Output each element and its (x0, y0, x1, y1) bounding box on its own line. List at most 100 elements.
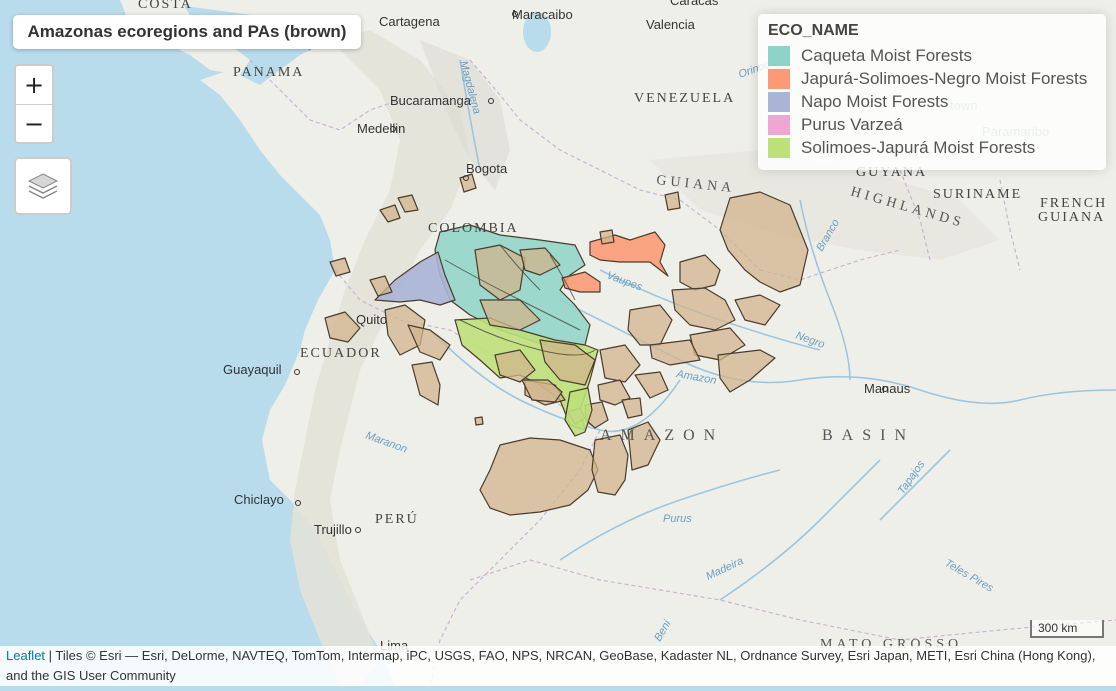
river-label-negro: Negro (794, 330, 826, 352)
legend-item: Solimoes-Japurá Moist Forests (768, 136, 1096, 159)
protected-area[interactable] (519, 247, 561, 276)
ecoregion-napo-moist-forests[interactable] (374, 251, 456, 306)
protected-area[interactable] (474, 416, 484, 426)
zoom-control: + − (14, 64, 54, 144)
river-label-maranon: Maranon (364, 430, 409, 456)
scale-bar: 300 km (1030, 620, 1104, 638)
river-label-teles-pires: Teles Pires (943, 557, 996, 595)
protected-area[interactable] (679, 254, 721, 291)
country-labels: COSTA RICA PANAMA COLOMBIA VENEZUELA ECU… (138, 0, 1107, 527)
country-label-venezuela: VENEZUELA (634, 91, 735, 106)
city-label-quito: Quito (356, 312, 387, 327)
legend-label: Solimoes-Japurá Moist Forests (801, 137, 1036, 157)
protected-area[interactable] (521, 379, 563, 403)
legend-swatch (768, 91, 790, 112)
river-label-vaupes: Vaupes (605, 270, 644, 294)
ecoregion-japura-solimoes-negro-2[interactable] (561, 271, 601, 293)
country-label-colombia: COLOMBIA (428, 221, 519, 236)
city-label-cartagena: Cartagena (379, 14, 440, 29)
city-label-chiclayo: Chiclayo (234, 492, 284, 507)
protected-area[interactable] (479, 299, 541, 331)
city-label-bucaramanga: Bucaramanga (390, 93, 472, 108)
legend-swatch (768, 45, 790, 66)
layers-control-button[interactable] (14, 157, 72, 215)
protected-area[interactable] (649, 339, 701, 366)
protected-area[interactable] (621, 397, 643, 419)
protected-area[interactable] (591, 434, 629, 496)
region-label-guiana: GUIANA (656, 173, 736, 196)
protected-areas (324, 173, 809, 516)
country-label-costa: COSTA (138, 0, 193, 12)
map-title: Amazonas ecoregions and PAs (brown) (13, 15, 361, 49)
river-label-beni: Beni (652, 618, 674, 644)
zoom-in-button[interactable]: + (16, 66, 52, 105)
river-label-purus: Purus (663, 513, 692, 525)
river-label-branco: Branco (814, 217, 842, 253)
zoom-out-button[interactable]: − (23, 110, 45, 138)
legend-item: Napo Moist Forests (768, 90, 1096, 113)
legend-item: Japurá-Solimoes-Negro Moist Forests (768, 67, 1096, 90)
country-label-guiana: GUIANA (1038, 210, 1105, 225)
attribution-text: | Tiles © Esri — Esri, DeLorme, NAVTEQ, … (6, 648, 1096, 683)
layers-icon (27, 173, 59, 199)
protected-area[interactable] (599, 344, 641, 383)
country-label-ecuador: ECUADOR (300, 346, 382, 361)
protected-area[interactable] (494, 349, 536, 383)
legend-swatch (768, 137, 790, 158)
protected-area[interactable] (717, 349, 776, 393)
protected-area[interactable] (539, 339, 596, 386)
legend-swatch (768, 114, 790, 135)
andes-relief-2 (420, 40, 510, 190)
protected-area[interactable] (379, 204, 401, 223)
legend-item: Purus Varzeá (768, 113, 1096, 136)
legend-swatch (768, 68, 790, 89)
legend-label: Caqueta Moist Forests (801, 45, 973, 65)
attribution-bar: Leaflet | Tiles © Esri — Esri, DeLorme, … (0, 646, 1116, 686)
land-south-america (140, 0, 1116, 686)
region-labels: GUIANA HIGHLANDS AMAZON BASIN MATO GROSS… (600, 173, 966, 652)
protected-area[interactable] (671, 287, 736, 331)
leaflet-link[interactable]: Leaflet (6, 648, 46, 663)
country-label-french: FRENCH (1040, 196, 1107, 211)
protected-area[interactable] (734, 294, 781, 326)
protected-area[interactable] (719, 191, 809, 293)
legend-panel: ECO_NAME Caqueta Moist Forests Japurá-Sol… (758, 14, 1106, 170)
protected-area[interactable] (664, 191, 681, 211)
city-label-manaus: Manaus (864, 381, 911, 396)
city-label-bogota: Bogota (466, 161, 508, 176)
lake-maracaibo (523, 12, 551, 52)
city-label-maracaibo: Maracaibo (512, 7, 573, 22)
city-label-guayaquil: Guayaquil (223, 362, 282, 377)
protected-area[interactable] (411, 361, 441, 406)
protected-area[interactable] (627, 421, 661, 471)
protected-area[interactable] (634, 371, 669, 399)
legend-item: Caqueta Moist Forests (768, 44, 1096, 67)
protected-area[interactable] (479, 437, 599, 516)
guiana-relief (650, 150, 1000, 260)
legend-label: Purus Varzeá (801, 114, 903, 134)
protected-area[interactable] (397, 194, 419, 213)
country-label-panama: PANAMA (233, 65, 304, 80)
river-label-tapajos: Tapajos (896, 458, 928, 497)
river-label-madeira: Madeira (704, 555, 745, 583)
protected-area[interactable] (329, 257, 351, 277)
country-label-peru: PERÚ (375, 510, 419, 527)
city-label-medellin: Medellin (357, 121, 405, 136)
andes-relief (290, 30, 470, 686)
legend-label: Napo Moist Forests (801, 91, 949, 111)
region-label-amazon: AMAZON (600, 427, 724, 444)
legend-title: ECO_NAME (768, 22, 859, 39)
ecoregion-solimoes-japura-south[interactable] (564, 387, 593, 437)
river-label-amazon: Amazon (674, 368, 717, 387)
region-label-basin: BASIN (822, 427, 915, 444)
protected-area[interactable] (407, 324, 451, 361)
city-label-valencia: Valencia (646, 17, 696, 32)
protected-area[interactable] (599, 229, 615, 245)
protected-area[interactable] (369, 275, 393, 297)
country-label-suriname: SURINAME (933, 187, 1022, 202)
legend-label: Japurá-Solimoes-Negro Moist Forests (801, 68, 1088, 88)
protected-area[interactable] (324, 311, 361, 343)
city-label-caracas: Caracas (670, 0, 719, 8)
